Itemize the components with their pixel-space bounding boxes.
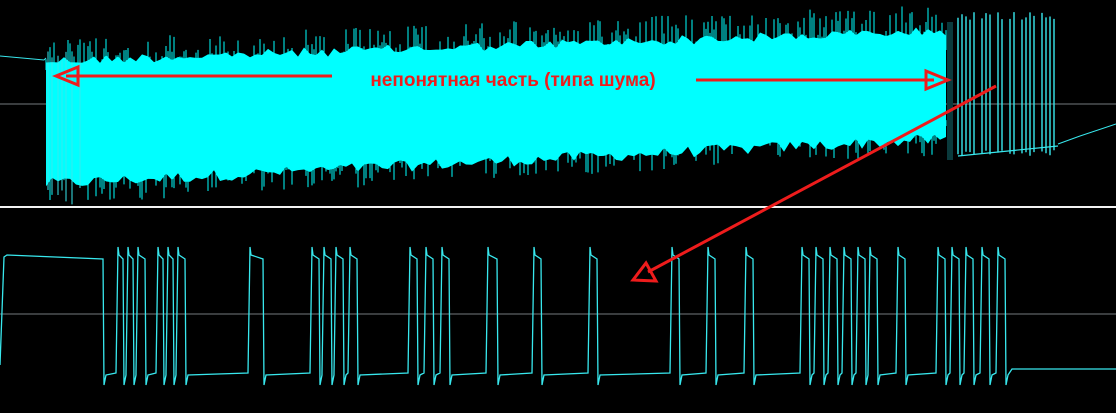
top-panel (0, 6, 1116, 205)
top-pulse-waveform (947, 12, 1059, 160)
pulse-baseline (957, 145, 1059, 157)
top-baseline-tail-trace (1057, 123, 1116, 145)
annotation-arrowhead-right (924, 68, 952, 92)
top-baseline-lead-trace (0, 55, 47, 61)
zoom-arrow-line (647, 84, 997, 274)
zoom-arrowhead (630, 260, 659, 283)
digital-pulse-waveform (0, 246, 1116, 386)
annotation-label: непонятная часть (типа шума) (370, 70, 655, 91)
noise-envelope-fill (46, 27, 946, 187)
bottom-panel (0, 246, 1116, 386)
annotation-arrowhead-left (52, 64, 80, 88)
annotation-group: непонятная часть (типа шума) (52, 64, 997, 283)
noise-burst-waveform (45, 6, 947, 205)
